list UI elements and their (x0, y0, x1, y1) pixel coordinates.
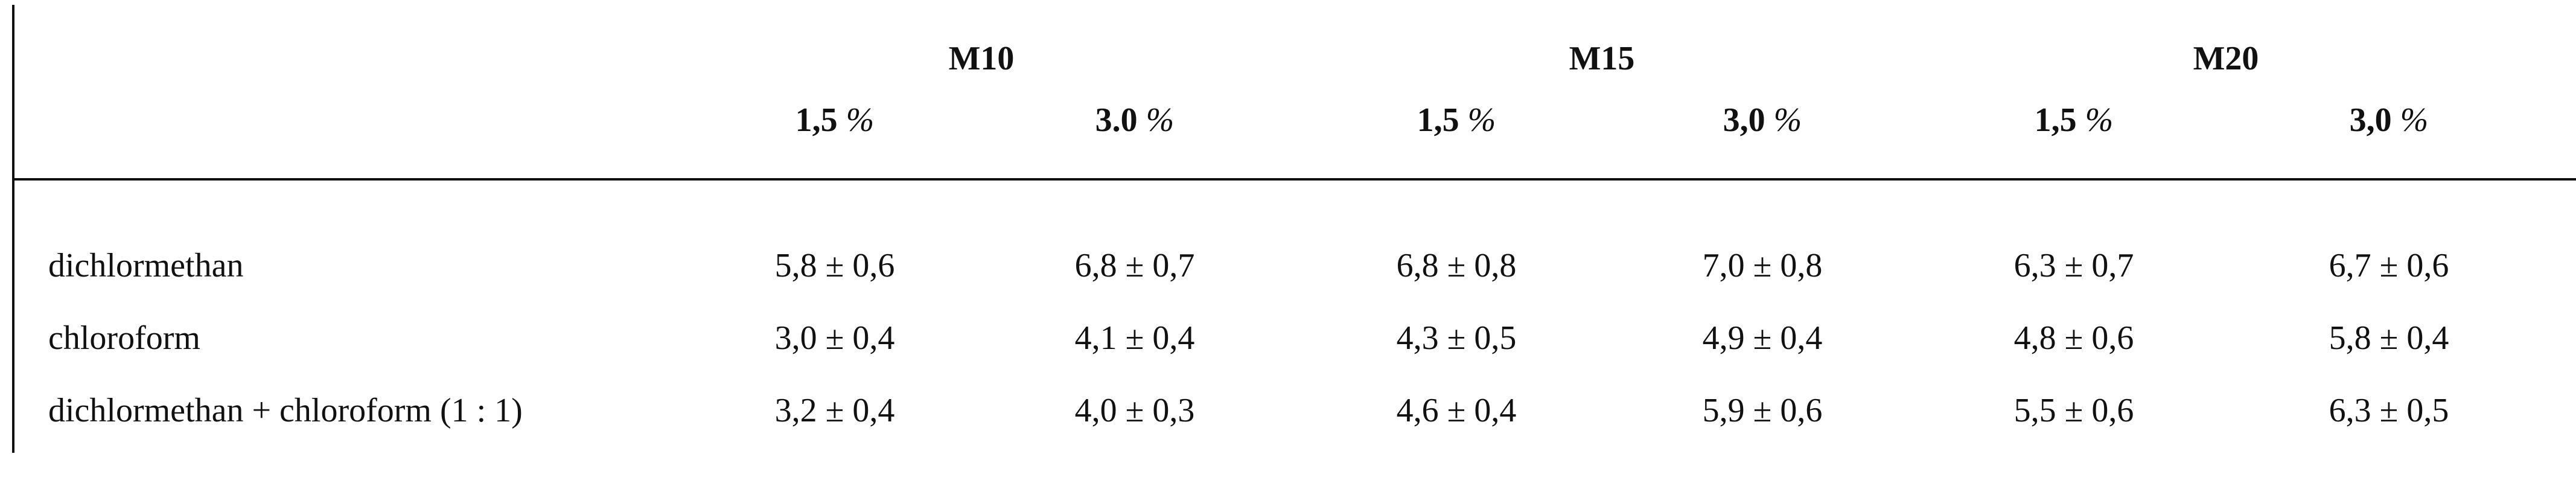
subheader-m10-high: 3.0 % (1002, 99, 1267, 141)
subheader-value: 1,5 (2034, 101, 2077, 139)
subheader-m20-low: 1,5 % (1941, 99, 2207, 141)
table-cell: 3,0 ± 0,4 (774, 319, 895, 357)
group-header-m10: M10 (948, 40, 1015, 77)
table-cell: 6,8 ± 0,8 (1396, 247, 1517, 284)
group-header-m15: M15 (1569, 40, 1635, 77)
subheader-unit: % (2085, 101, 2114, 139)
row-label-chloroform: chloroform (48, 319, 200, 357)
subheader-value: 1,5 (795, 101, 838, 139)
row-label-dichlormethan: dichlormethan (48, 247, 244, 284)
table-cell: 7,0 ± 0,8 (1702, 247, 1823, 284)
table-cell: 5,8 ± 0,6 (774, 247, 895, 284)
subheader-unit: % (1773, 101, 1802, 139)
subheader-value: 3.0 (1095, 101, 1138, 139)
table-cell: 4,3 ± 0,5 (1396, 319, 1517, 357)
table-cell: 6,3 ± 0,5 (2329, 392, 2449, 429)
table-cell: 4,9 ± 0,4 (1702, 319, 1823, 357)
table-cell: 5,8 ± 0,4 (2329, 319, 2449, 357)
table-cell: 5,5 ± 0,6 (2013, 392, 2134, 429)
table-cell: 3,2 ± 0,4 (774, 392, 895, 429)
subheader-m15-high: 3,0 % (1630, 99, 1895, 141)
subheader-unit: % (846, 101, 875, 139)
row-label-mixture: dichlormethan + chloroform (1 : 1) (48, 392, 523, 429)
subheader-unit: % (1146, 101, 1175, 139)
table-cell: 4,6 ± 0,4 (1396, 392, 1517, 429)
table-cell: 6,8 ± 0,7 (1074, 247, 1195, 284)
left-vertical-rule (12, 5, 14, 453)
subheader-value: 1,5 (1417, 101, 1459, 139)
subheader-unit: % (2400, 101, 2429, 139)
header-divider-rule (12, 178, 2576, 181)
table-cell: 6,7 ± 0,6 (2329, 247, 2449, 284)
table-cell: 6,3 ± 0,7 (2013, 247, 2134, 284)
subheader-m20-high: 3,0 % (2256, 99, 2522, 141)
subheader-m10-low: 1,5 % (702, 99, 968, 141)
subheader-m15-low: 1,5 % (1324, 99, 1589, 141)
table-cell: 4,1 ± 0,4 (1074, 319, 1195, 357)
subheader-value: 3,0 (2349, 101, 2392, 139)
group-header-m20: M20 (2193, 40, 2259, 77)
table-cell: 4,0 ± 0,3 (1074, 392, 1195, 429)
subheader-unit: % (1467, 101, 1496, 139)
subheader-value: 3,0 (1723, 101, 1765, 139)
table-cell: 5,9 ± 0,6 (1702, 392, 1823, 429)
table-cell: 4,8 ± 0,6 (2013, 319, 2134, 357)
